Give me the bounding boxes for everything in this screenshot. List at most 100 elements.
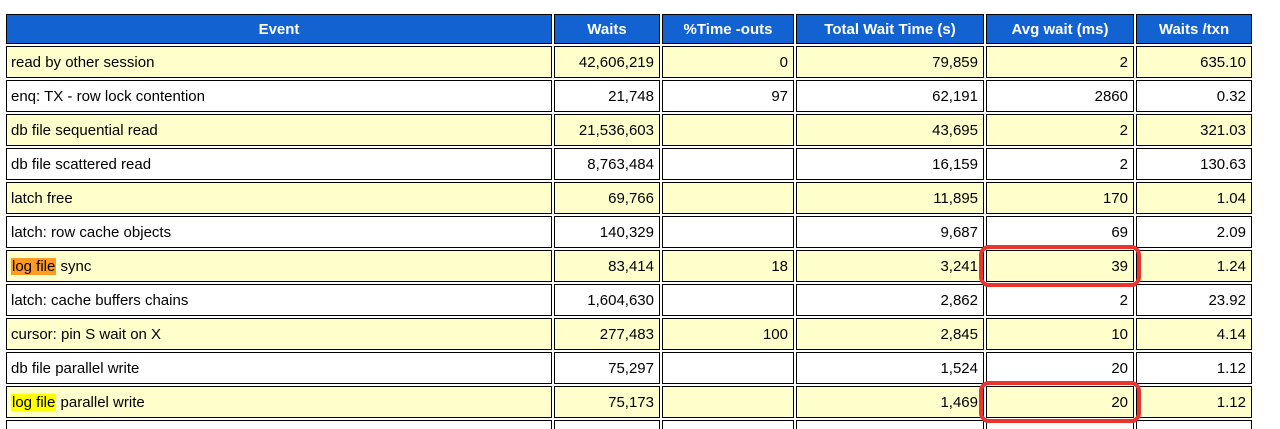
waits-cell bbox=[554, 420, 660, 429]
wait-event-row: read by other session 42,606,219 0 79,85… bbox=[6, 46, 1252, 78]
event-cell: db file sequential read bbox=[6, 114, 552, 146]
pct-timeouts-cell: 18 bbox=[662, 250, 794, 282]
waits-per-txn-cell: 0.32 bbox=[1136, 80, 1252, 112]
avg-wait-cell: 2860 bbox=[986, 80, 1134, 112]
event-cell bbox=[6, 420, 552, 429]
waits-per-txn-cell: 321.03 bbox=[1136, 114, 1252, 146]
wait-event-row: latch free 69,766 11,895 170 1.04 bbox=[6, 182, 1252, 214]
col-header-waits-per-txn: Waits /txn bbox=[1136, 14, 1252, 44]
waits-cell: 21,536,603 bbox=[554, 114, 660, 146]
total-wait-time-cell: 1,524 bbox=[796, 352, 984, 384]
waits-per-txn-cell: 2.09 bbox=[1136, 216, 1252, 248]
event-label: db file scattered read bbox=[11, 155, 152, 173]
event-cell: latch free bbox=[6, 182, 552, 214]
total-wait-time-cell: 3,241 bbox=[796, 250, 984, 282]
pct-timeouts-cell bbox=[662, 386, 794, 418]
event-cell: db file parallel write bbox=[6, 352, 552, 384]
waits-per-txn-cell bbox=[1136, 420, 1252, 429]
waits-per-txn-cell: 1.04 bbox=[1136, 182, 1252, 214]
event-cell: cursor: pin S wait on X bbox=[6, 318, 552, 350]
event-cell: db file scattered read bbox=[6, 148, 552, 180]
pct-timeouts-cell: 97 bbox=[662, 80, 794, 112]
total-wait-time-cell: 43,695 bbox=[796, 114, 984, 146]
waits-cell: 8,763,484 bbox=[554, 148, 660, 180]
header-row: Event Waits %Time -outs Total Wait Time … bbox=[6, 14, 1252, 44]
waits-cell: 75,173 bbox=[554, 386, 660, 418]
wait-event-row: db file sequential read 21,536,603 43,69… bbox=[6, 114, 1252, 146]
total-wait-time-cell: 62,191 bbox=[796, 80, 984, 112]
total-wait-time-cell: 9,687 bbox=[796, 216, 984, 248]
pct-timeouts-cell: 0 bbox=[662, 46, 794, 78]
avg-wait-cell: 2 bbox=[986, 46, 1134, 78]
pct-timeouts-cell bbox=[662, 114, 794, 146]
waits-per-txn-cell: 635.10 bbox=[1136, 46, 1252, 78]
waits-cell: 75,297 bbox=[554, 352, 660, 384]
pct-timeouts-cell bbox=[662, 182, 794, 214]
wait-events-table: Event Waits %Time -outs Total Wait Time … bbox=[4, 12, 1254, 429]
pct-timeouts-cell bbox=[662, 148, 794, 180]
waits-per-txn-cell: 130.63 bbox=[1136, 148, 1252, 180]
avg-wait-cell: 69 bbox=[986, 216, 1134, 248]
avg-wait-cell: 10 bbox=[986, 318, 1134, 350]
waits-cell: 277,483 bbox=[554, 318, 660, 350]
event-cell: read by other session bbox=[6, 46, 552, 78]
wait-event-row: latch: cache buffers chains 1,604,630 2,… bbox=[6, 284, 1252, 316]
avg-wait-cell: 2 bbox=[986, 114, 1134, 146]
wait-event-row: db file scattered read 8,763,484 16,159 … bbox=[6, 148, 1252, 180]
event-label: latch: row cache objects bbox=[11, 223, 172, 241]
waits-cell: 83,414 bbox=[554, 250, 660, 282]
event-label: sync bbox=[56, 257, 92, 275]
event-label: db file sequential read bbox=[11, 121, 158, 139]
avg-wait-cell: 20 bbox=[986, 386, 1134, 418]
event-label: cursor: pin S wait on X bbox=[11, 325, 162, 343]
avg-wait-cell: 2 bbox=[986, 284, 1134, 316]
event-cell: log file sync bbox=[6, 250, 552, 282]
total-wait-time-cell: 1,469 bbox=[796, 386, 984, 418]
event-label: latch free bbox=[11, 189, 73, 207]
pct-timeouts-cell bbox=[662, 284, 794, 316]
wait-event-row: enq: TX - row lock contention 21,748 97 … bbox=[6, 80, 1252, 112]
total-wait-time-cell: 2,862 bbox=[796, 284, 984, 316]
total-wait-time-cell: 2,845 bbox=[796, 318, 984, 350]
waits-cell: 1,604,630 bbox=[554, 284, 660, 316]
pct-timeouts-cell: 100 bbox=[662, 318, 794, 350]
find-highlight: log file bbox=[11, 393, 57, 411]
event-cell: enq: TX - row lock contention bbox=[6, 80, 552, 112]
event-label: enq: TX - row lock contention bbox=[11, 87, 205, 105]
avg-wait-cell: 170 bbox=[986, 182, 1134, 214]
waits-per-txn-cell: 1.12 bbox=[1136, 352, 1252, 384]
wait-event-row: log file sync 83,414 18 3,241 39 1.24 bbox=[6, 250, 1252, 282]
wait-event-row: db file parallel write 75,297 1,524 20 1… bbox=[6, 352, 1252, 384]
waits-per-txn-cell: 1.24 bbox=[1136, 250, 1252, 282]
total-wait-time-cell: 11,895 bbox=[796, 182, 984, 214]
col-header-total-wait-time: Total Wait Time (s) bbox=[796, 14, 984, 44]
col-header-event: Event bbox=[6, 14, 552, 44]
col-header-avg-wait: Avg wait (ms) bbox=[986, 14, 1134, 44]
event-cell: latch: cache buffers chains bbox=[6, 284, 552, 316]
event-label: parallel write bbox=[56, 393, 145, 411]
wait-event-row bbox=[6, 420, 1252, 429]
avg-wait-cell bbox=[986, 420, 1134, 429]
avg-wait-cell: 39 bbox=[986, 250, 1134, 282]
avg-wait-cell: 2 bbox=[986, 148, 1134, 180]
event-label: latch: cache buffers chains bbox=[11, 291, 189, 309]
event-cell: log file parallel write bbox=[6, 386, 552, 418]
wait-event-row: cursor: pin S wait on X 277,483 100 2,84… bbox=[6, 318, 1252, 350]
avg-wait-cell: 20 bbox=[986, 352, 1134, 384]
wait-event-row: log file parallel write 75,173 1,469 20 … bbox=[6, 386, 1252, 418]
pct-timeouts-cell bbox=[662, 216, 794, 248]
event-label: db file parallel write bbox=[11, 359, 140, 377]
waits-per-txn-cell: 1.12 bbox=[1136, 386, 1252, 418]
col-header-pct-timeouts: %Time -outs bbox=[662, 14, 794, 44]
pct-timeouts-cell bbox=[662, 352, 794, 384]
event-cell: latch: row cache objects bbox=[6, 216, 552, 248]
waits-cell: 21,748 bbox=[554, 80, 660, 112]
waits-per-txn-cell: 23.92 bbox=[1136, 284, 1252, 316]
find-highlight: log file bbox=[11, 257, 57, 275]
waits-cell: 69,766 bbox=[554, 182, 660, 214]
total-wait-time-cell bbox=[796, 420, 984, 429]
pct-timeouts-cell bbox=[662, 420, 794, 429]
waits-per-txn-cell: 4.14 bbox=[1136, 318, 1252, 350]
total-wait-time-cell: 79,859 bbox=[796, 46, 984, 78]
